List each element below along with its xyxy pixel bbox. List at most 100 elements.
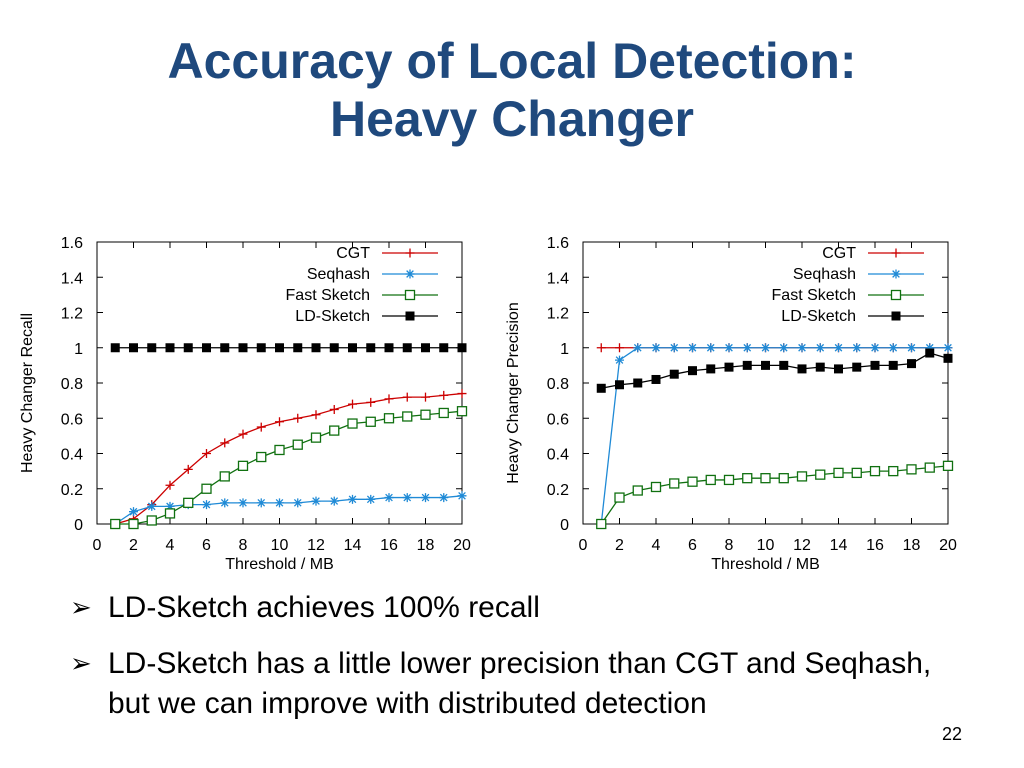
precision-point-ld-sketch bbox=[943, 353, 953, 363]
recall-point-seqhash bbox=[220, 498, 230, 508]
precision-point-fast-sketch bbox=[596, 518, 607, 530]
recall-point-fast-sketch bbox=[383, 413, 395, 424]
recall-point-fast-sketch bbox=[402, 411, 413, 422]
bullet-text: LD-Sketch has a little lower precision t… bbox=[108, 647, 932, 720]
recall-point-cgt bbox=[220, 438, 230, 448]
recall-point-ld-sketch bbox=[220, 343, 230, 353]
precision-point-fast-sketch bbox=[942, 460, 954, 471]
precision-point-fast-sketch bbox=[869, 465, 881, 477]
precision-y-tick-label: 0.4 bbox=[547, 447, 569, 464]
title-line-2: Heavy Changer bbox=[329, 91, 695, 147]
precision-point-fast-sketch bbox=[723, 474, 735, 486]
recall-legend-label-fast-sketch: Fast Sketch bbox=[286, 287, 370, 304]
precision-y-tick-label: 0.2 bbox=[547, 482, 569, 499]
recall-y-tick-label: 1.6 bbox=[61, 235, 83, 252]
recall-point-fast-sketch bbox=[128, 518, 139, 530]
recall-point-ld-sketch bbox=[366, 343, 376, 353]
precision-point-seqhash bbox=[852, 343, 862, 353]
recall-point-fast-sketch bbox=[438, 407, 449, 419]
precision-y-tick-label: 1.4 bbox=[547, 270, 569, 287]
precision-x-tick-label: 12 bbox=[793, 537, 811, 554]
recall-point-seqhash bbox=[256, 498, 266, 508]
recall-point-fast-sketch bbox=[146, 515, 157, 526]
bullet-list: ➢ LD-Sketch achieves 100% recall ➢ LD-Sk… bbox=[70, 588, 970, 740]
precision-point-ld-sketch bbox=[834, 364, 843, 374]
precision-y-tick-label: 1.6 bbox=[547, 235, 569, 252]
recall-point-fast-sketch bbox=[201, 483, 212, 494]
precision-legend-marker-seqhash bbox=[891, 269, 901, 279]
recall-legend-label-cgt: CGT bbox=[336, 245, 370, 262]
precision-point-fast-sketch bbox=[687, 476, 698, 487]
precision-legend-label-fast-sketch: Fast Sketch bbox=[772, 287, 856, 304]
recall-point-cgt bbox=[457, 389, 467, 399]
precision-point-seqhash bbox=[615, 355, 624, 365]
recall-point-fast-sketch bbox=[310, 432, 322, 443]
precision-point-ld-sketch bbox=[797, 364, 807, 374]
slide-title: Accuracy of Local Detection: Heavy Chang… bbox=[0, 32, 1024, 148]
precision-point-fast-sketch bbox=[632, 485, 643, 496]
precision-point-cgt bbox=[596, 343, 606, 353]
recall-point-cgt bbox=[439, 390, 449, 400]
bullet-item: ➢ LD-Sketch achieves 100% recall bbox=[70, 588, 970, 628]
recall-point-ld-sketch bbox=[402, 343, 412, 353]
recall-point-ld-sketch bbox=[348, 343, 357, 353]
precision-point-seqhash bbox=[888, 343, 898, 353]
recall-point-cgt bbox=[165, 480, 175, 490]
precision-point-fast-sketch bbox=[796, 471, 808, 482]
precision-point-ld-sketch bbox=[688, 366, 697, 376]
title-line-1: Accuracy of Local Detection: bbox=[167, 33, 857, 89]
precision-x-tick-label: 10 bbox=[757, 537, 775, 554]
recall-point-cgt bbox=[348, 399, 357, 409]
precision-point-ld-sketch bbox=[651, 374, 661, 384]
precision-point-seqhash bbox=[797, 343, 807, 353]
recall-x-tick-label: 20 bbox=[453, 537, 471, 554]
precision-point-fast-sketch bbox=[815, 469, 826, 480]
recall-point-ld-sketch bbox=[421, 343, 430, 353]
arrow-bullet-icon: ➢ bbox=[70, 593, 92, 623]
recall-point-ld-sketch bbox=[129, 343, 138, 353]
precision-legend-label-ld-sketch: LD-Sketch bbox=[781, 308, 856, 325]
precision-point-ld-sketch bbox=[761, 360, 770, 370]
recall-point-seqhash bbox=[457, 491, 467, 501]
precision-y-tick-label: 1 bbox=[560, 341, 569, 358]
precision-point-fast-sketch bbox=[924, 462, 935, 473]
recall-point-ld-sketch bbox=[165, 343, 175, 353]
bullet-text: LD-Sketch achieves 100% recall bbox=[108, 591, 540, 624]
recall-point-cgt bbox=[275, 417, 284, 427]
recall-point-seqhash bbox=[366, 494, 376, 504]
recall-x-tick-label: 18 bbox=[417, 537, 435, 554]
recall-point-ld-sketch bbox=[457, 343, 467, 353]
precision-y-tick-label: 0.8 bbox=[547, 376, 569, 393]
recall-y-tick-label: 1 bbox=[74, 341, 83, 358]
recall-y-tick-label: 0 bbox=[74, 517, 83, 534]
recall-point-fast-sketch bbox=[292, 439, 303, 450]
recall-point-cgt bbox=[293, 413, 303, 423]
recall-point-fast-sketch bbox=[329, 425, 340, 436]
precision-point-fast-sketch bbox=[650, 481, 662, 493]
precision-x-tick-label: 18 bbox=[903, 537, 921, 554]
recall-point-seqhash bbox=[329, 496, 339, 506]
recall-point-fast-sketch bbox=[420, 409, 431, 420]
precision-point-ld-sketch bbox=[669, 369, 679, 379]
recall-y-tick-label: 0.8 bbox=[61, 376, 83, 393]
recall-x-tick-label: 16 bbox=[380, 537, 398, 554]
precision-legend-label-cgt: CGT bbox=[822, 245, 856, 262]
recall-point-seqhash bbox=[421, 493, 430, 503]
recall-x-tick-label: 14 bbox=[344, 537, 362, 554]
recall-legend-marker-ld-sketch bbox=[405, 311, 415, 321]
precision-point-ld-sketch bbox=[742, 360, 752, 370]
recall-legend-marker-seqhash bbox=[405, 269, 415, 279]
recall-point-cgt bbox=[256, 422, 266, 432]
precision-point-seqhash bbox=[870, 343, 880, 353]
precision-point-fast-sketch bbox=[888, 465, 899, 477]
recall-point-cgt bbox=[421, 392, 430, 402]
recall-point-cgt bbox=[329, 404, 339, 414]
recall-chart: 0 0.2 0.4 0.6 0.8 1 1.2 1.4 1.6 0 2 4 6 8 10 12 14 16 18 20… bbox=[19, 235, 471, 573]
precision-point-seqhash bbox=[669, 343, 679, 353]
recall-x-tick-label: 0 bbox=[93, 537, 102, 554]
recall-y-tick-label: 1.4 bbox=[61, 270, 83, 287]
precision-point-fast-sketch bbox=[906, 464, 917, 475]
precision-x-tick-label: 14 bbox=[830, 537, 848, 554]
recall-y-axis-label: Heavy Changer Recall bbox=[19, 313, 36, 473]
recall-point-seqhash bbox=[348, 494, 357, 504]
